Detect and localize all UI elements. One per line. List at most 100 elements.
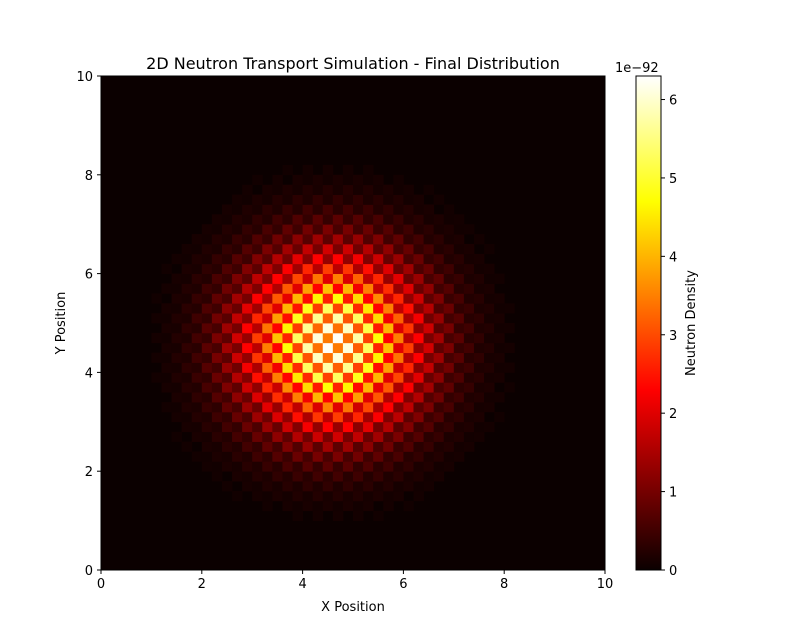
heatmap-cell	[252, 362, 263, 373]
heatmap-cell	[423, 372, 435, 383]
heatmap-cell	[242, 204, 253, 215]
heatmap-cell	[232, 421, 243, 433]
heatmap-cell	[473, 253, 485, 265]
heatmap-cell	[433, 451, 445, 462]
heatmap-cell	[363, 342, 374, 354]
heatmap-cell	[342, 471, 354, 482]
heatmap-cell	[302, 293, 314, 304]
heatmap-cell	[272, 293, 283, 304]
heatmap-cell	[312, 273, 324, 284]
heatmap-cell	[272, 303, 283, 314]
heatmap-cell	[161, 263, 172, 274]
heatmap-cell	[262, 194, 273, 205]
heatmap-cell	[332, 481, 344, 492]
heatmap-cell	[433, 402, 445, 413]
heatmap-cell	[201, 451, 213, 462]
heatmap-cell	[292, 263, 303, 274]
heatmap-cell	[504, 362, 515, 373]
heatmap-cell	[342, 490, 354, 502]
heatmap-cell	[453, 441, 465, 452]
heatmap-cell	[383, 431, 394, 442]
heatmap-cell	[423, 411, 435, 423]
heatmap-cell	[201, 441, 213, 452]
heatmap-cell	[312, 451, 324, 462]
heatmap-cell	[453, 342, 465, 354]
heatmap-cell	[191, 342, 203, 354]
heatmap-cell	[413, 402, 424, 413]
heatmap-cell	[473, 332, 485, 344]
heatmap-cell	[181, 283, 193, 294]
heatmap-cell	[312, 490, 324, 502]
heatmap-cell	[463, 342, 475, 354]
heatmap-cell	[383, 372, 394, 383]
heatmap-cell	[353, 510, 364, 521]
heatmap-cell	[373, 234, 384, 245]
x-tick-label: 4	[298, 577, 306, 592]
heatmap-cell	[201, 342, 213, 354]
heatmap-cell	[403, 243, 414, 255]
heatmap-cell	[322, 303, 334, 314]
heatmap-cell	[383, 194, 394, 205]
heatmap-cell	[453, 372, 465, 383]
heatmap-cell	[443, 372, 455, 383]
heatmap-cell	[403, 481, 414, 492]
heatmap-cell	[211, 382, 223, 393]
heatmap-cell	[443, 263, 455, 274]
heatmap-cell	[363, 471, 374, 482]
heatmap-cell	[161, 352, 172, 363]
colorbar-tick-label: 2	[669, 407, 677, 422]
heatmap-cell	[363, 283, 374, 294]
heatmap-cell	[353, 500, 364, 512]
heatmap-cell	[292, 273, 303, 284]
heatmap-cell	[342, 362, 354, 373]
heatmap-cell	[353, 194, 364, 205]
heatmap-cell	[332, 451, 344, 462]
heatmap-cell	[272, 490, 283, 502]
heatmap-cell	[242, 243, 253, 255]
heatmap-cell	[292, 352, 303, 363]
heatmap-cell	[403, 303, 414, 314]
heatmap-cell	[332, 411, 344, 423]
heatmap-cell	[191, 402, 203, 413]
colorbar-ticks: 0 1 2 3 4 5 6	[661, 94, 677, 579]
heatmap-cell	[383, 243, 394, 255]
heatmap-cell	[221, 204, 233, 215]
heatmap-cell	[403, 194, 414, 205]
heatmap-cell	[393, 263, 404, 274]
heatmap-cell	[393, 332, 404, 344]
heatmap-cell	[322, 411, 334, 423]
heatmap-cell	[252, 263, 263, 274]
heatmap-cell	[171, 342, 183, 354]
heatmap-cell	[302, 273, 314, 284]
y-axis-label: Y Position	[54, 292, 69, 356]
heatmap-cell	[393, 194, 404, 205]
heatmap-cell	[221, 461, 233, 472]
heatmap-cell	[302, 253, 314, 265]
heatmap-cell	[272, 313, 283, 324]
heatmap-cell	[252, 332, 263, 344]
heatmap-cell	[413, 293, 424, 304]
heatmap-cell	[363, 411, 374, 423]
heatmap-cell	[221, 342, 233, 354]
heatmap-cell	[453, 313, 465, 324]
heatmap-cell	[494, 303, 505, 314]
heatmap-cell	[252, 194, 263, 205]
heatmap-cell	[221, 451, 233, 462]
heatmap-cell	[302, 224, 314, 235]
heatmap-cell	[413, 253, 424, 265]
heatmap-cell	[302, 303, 314, 314]
heatmap-cell	[433, 293, 445, 304]
heatmap-cell	[161, 402, 172, 413]
heatmap-cell	[353, 253, 364, 265]
heatmap-cell	[473, 372, 485, 383]
heatmap-cell	[403, 471, 414, 482]
heatmap-cell	[353, 214, 364, 225]
heatmap-cell	[423, 481, 435, 492]
heatmap-cell	[191, 313, 203, 324]
heatmap-cell	[433, 253, 445, 265]
heatmap-cell	[332, 500, 344, 512]
heatmap-cell	[393, 441, 404, 452]
heatmap-cell	[443, 234, 455, 245]
heatmap-cell	[322, 234, 334, 245]
